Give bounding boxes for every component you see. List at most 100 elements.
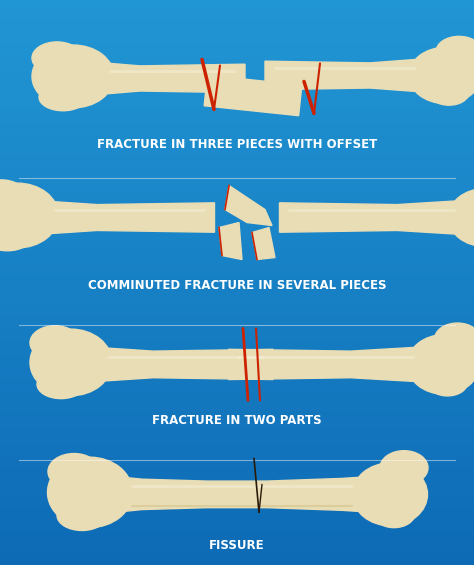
Bar bbox=[0, 554, 474, 557]
Polygon shape bbox=[228, 347, 419, 382]
Bar bbox=[0, 48, 474, 51]
Bar bbox=[0, 150, 474, 153]
Bar bbox=[0, 427, 474, 429]
Bar bbox=[0, 251, 474, 254]
Bar bbox=[0, 243, 474, 246]
Bar bbox=[0, 475, 474, 477]
Bar bbox=[0, 364, 474, 367]
Bar bbox=[0, 121, 474, 124]
Ellipse shape bbox=[353, 463, 428, 525]
Bar bbox=[0, 294, 474, 297]
Bar bbox=[0, 466, 474, 469]
Bar bbox=[0, 249, 474, 251]
Bar bbox=[0, 376, 474, 379]
Bar bbox=[0, 500, 474, 503]
Bar bbox=[0, 412, 474, 415]
Bar bbox=[0, 359, 474, 362]
Ellipse shape bbox=[39, 84, 87, 111]
Bar bbox=[0, 370, 474, 373]
Bar bbox=[0, 14, 474, 17]
Ellipse shape bbox=[428, 369, 467, 396]
Bar bbox=[0, 141, 474, 144]
Bar bbox=[0, 396, 474, 398]
Bar bbox=[0, 449, 474, 452]
Bar bbox=[0, 282, 474, 285]
Bar bbox=[0, 23, 474, 25]
Text: FRACTURE IN TWO PARTS: FRACTURE IN TWO PARTS bbox=[152, 414, 322, 428]
Bar bbox=[0, 133, 474, 136]
Bar bbox=[0, 285, 474, 288]
Bar bbox=[0, 260, 474, 263]
Bar bbox=[0, 3, 474, 6]
Ellipse shape bbox=[48, 454, 100, 490]
Bar bbox=[0, 110, 474, 113]
Bar bbox=[0, 37, 474, 40]
Bar bbox=[0, 144, 474, 147]
Bar bbox=[0, 223, 474, 226]
Bar bbox=[0, 381, 474, 384]
Bar bbox=[0, 444, 474, 446]
Bar bbox=[0, 20, 474, 23]
Bar bbox=[0, 497, 474, 500]
Bar bbox=[0, 280, 474, 282]
Bar bbox=[0, 288, 474, 291]
Bar bbox=[0, 514, 474, 517]
Bar bbox=[0, 34, 474, 37]
Ellipse shape bbox=[468, 222, 474, 248]
Bar bbox=[0, 347, 474, 350]
Bar bbox=[0, 339, 474, 342]
Ellipse shape bbox=[0, 183, 58, 248]
Bar bbox=[0, 452, 474, 455]
Bar bbox=[0, 432, 474, 435]
Bar bbox=[0, 99, 474, 102]
Bar bbox=[0, 503, 474, 506]
Bar bbox=[0, 299, 474, 302]
Bar bbox=[0, 356, 474, 359]
Bar bbox=[0, 435, 474, 438]
Bar bbox=[0, 203, 474, 206]
Bar bbox=[0, 545, 474, 548]
Ellipse shape bbox=[47, 457, 133, 528]
Bar bbox=[0, 291, 474, 294]
Polygon shape bbox=[252, 228, 275, 259]
Bar bbox=[0, 232, 474, 234]
Bar bbox=[0, 161, 474, 164]
Bar bbox=[0, 186, 474, 189]
Bar bbox=[0, 113, 474, 116]
Bar bbox=[0, 274, 474, 277]
Bar bbox=[0, 189, 474, 192]
Bar bbox=[0, 415, 474, 418]
Bar bbox=[0, 93, 474, 96]
Bar bbox=[0, 455, 474, 458]
Bar bbox=[0, 345, 474, 347]
Bar bbox=[0, 517, 474, 520]
Bar bbox=[0, 59, 474, 62]
Bar bbox=[0, 393, 474, 395]
Bar bbox=[0, 511, 474, 514]
Bar bbox=[0, 401, 474, 404]
Bar bbox=[0, 82, 474, 85]
Bar bbox=[0, 105, 474, 107]
Bar bbox=[0, 212, 474, 215]
Bar bbox=[0, 333, 474, 336]
Bar bbox=[0, 277, 474, 280]
Bar bbox=[0, 107, 474, 110]
Bar bbox=[0, 195, 474, 198]
Bar bbox=[0, 215, 474, 218]
Bar bbox=[0, 266, 474, 268]
Bar bbox=[0, 297, 474, 299]
Ellipse shape bbox=[435, 323, 474, 355]
Bar bbox=[0, 557, 474, 559]
Bar bbox=[0, 0, 474, 3]
Bar bbox=[0, 523, 474, 525]
Ellipse shape bbox=[30, 326, 80, 360]
Bar bbox=[0, 226, 474, 229]
Bar bbox=[0, 534, 474, 537]
Bar bbox=[0, 17, 474, 20]
Bar bbox=[0, 540, 474, 542]
Bar bbox=[0, 175, 474, 178]
Text: FRACTURE IN THREE PIECES WITH OFFSET: FRACTURE IN THREE PIECES WITH OFFSET bbox=[97, 137, 377, 151]
Bar bbox=[0, 79, 474, 82]
Bar bbox=[0, 316, 474, 319]
Polygon shape bbox=[204, 75, 302, 116]
